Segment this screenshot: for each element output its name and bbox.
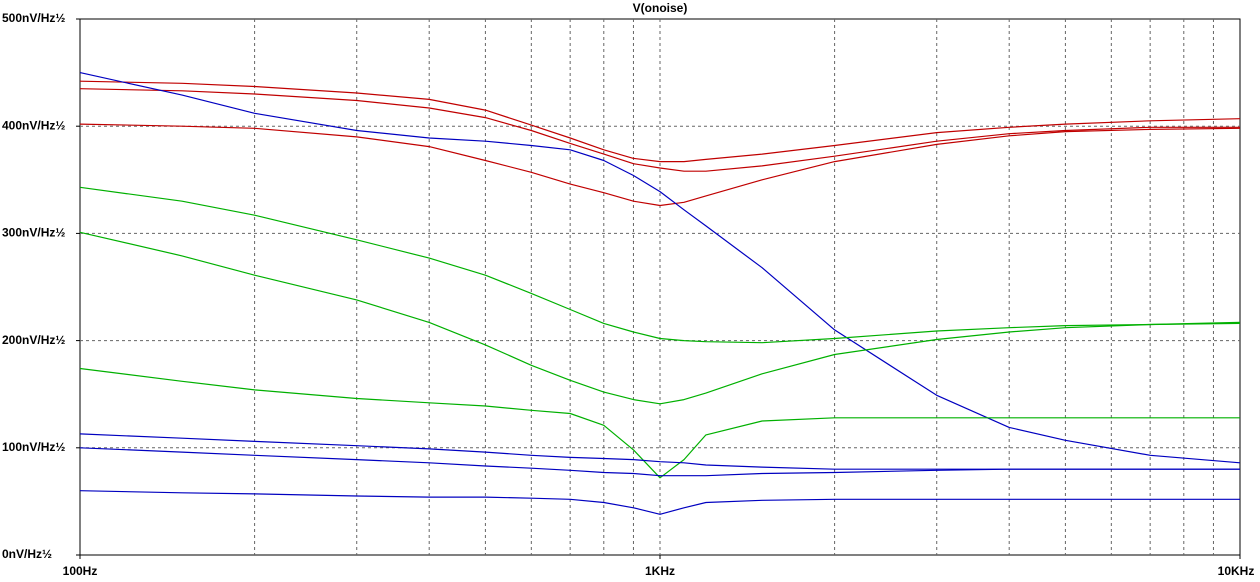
series-line — [79, 231, 1241, 405]
y-tick-label: 300nV/Hz½ — [2, 226, 65, 240]
y-tick-label: 500nV/Hz½ — [2, 11, 65, 25]
series-line — [79, 80, 1241, 163]
y-tick-label: 0nV/Hz½ — [2, 547, 52, 561]
x-tick-label: 1KHz — [645, 564, 675, 578]
series-line — [79, 123, 1241, 207]
y-tick-label: 100nV/Hz½ — [2, 440, 65, 454]
y-tick-label: 200nV/Hz½ — [2, 333, 65, 347]
series-line — [79, 367, 1240, 479]
series-line — [79, 72, 1241, 464]
x-tick-label: 10KHz — [1218, 564, 1255, 578]
series-line — [79, 447, 1240, 477]
series-line — [79, 88, 1240, 172]
x-tick-label: 100Hz — [63, 564, 98, 578]
y-tick-label: 400nV/Hz½ — [2, 118, 65, 132]
chart-title: V(onoise) — [633, 1, 688, 15]
series-line — [79, 490, 1240, 515]
series-line — [79, 186, 1241, 344]
